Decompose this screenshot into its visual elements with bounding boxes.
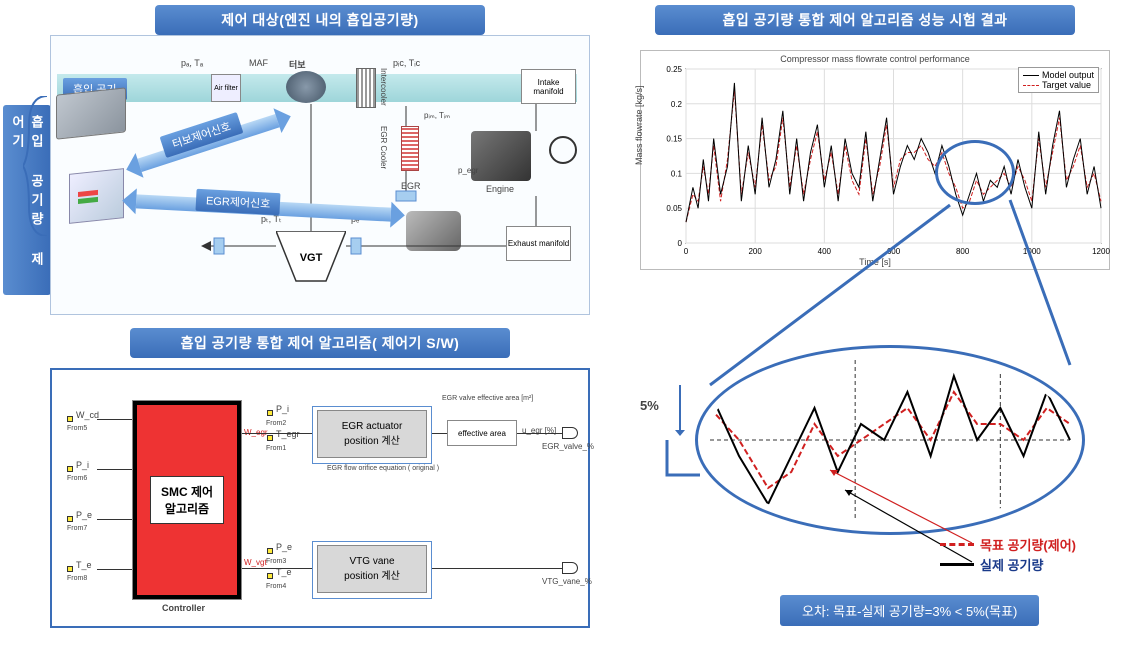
panel-engine-diagram: 흡입 공기 Air filter pₐ, Tₐ MAF 터보 Intercool… [50, 35, 590, 315]
vgt-icon: VGT [276, 231, 346, 286]
svg-text:600: 600 [887, 247, 901, 256]
svg-text:1200: 1200 [1092, 247, 1110, 256]
legend-actual-line [940, 563, 974, 566]
svg-text:200: 200 [748, 247, 762, 256]
zoom-chart [700, 350, 1080, 530]
egr-cooler [401, 126, 419, 171]
air-filter: Air filter [211, 74, 241, 102]
svg-text:0.1: 0.1 [671, 169, 683, 178]
pct-label: 5% [640, 398, 659, 413]
svg-text:0.25: 0.25 [666, 65, 682, 74]
legend-actual-text: 실제 공기량 [980, 555, 1043, 574]
svg-text:0.05: 0.05 [666, 204, 682, 213]
svg-text:0: 0 [678, 239, 683, 248]
engine-icon [471, 131, 531, 181]
pct-bracket [665, 385, 705, 480]
svg-text:1000: 1000 [1023, 247, 1041, 256]
title-top-left: 제어 대상(엔진 내의 흡입공기량) [155, 5, 485, 35]
chart-main: Compressor mass flowrate control perform… [640, 50, 1110, 270]
exhaust-manifold: Exhaust manifold [506, 226, 571, 261]
zoom-source-ellipse [935, 140, 1015, 205]
smc-block: SMC 제어 알고리즘 [132, 400, 242, 600]
title-bottom-left: 흡입 공기량 통합 제어 알고리즘( 제어기 S/W) [130, 328, 510, 358]
legend-target-line [940, 543, 974, 546]
intake-manifold: Intake manifold [521, 69, 576, 104]
svg-text:400: 400 [818, 247, 832, 256]
title-top-right: 흡입 공기량 통합 제어 알고리즘 성능 시험 결과 [655, 5, 1075, 35]
brace-icon [23, 96, 51, 236]
svg-text:0: 0 [684, 247, 689, 256]
footer-result: 오차: 목표-실제 공기량=3% < 5%(목표) [780, 595, 1039, 626]
flywheel-icon [549, 136, 577, 164]
legend-target-text: 목표 공기량(제어) [980, 535, 1076, 554]
chart-legend: Model output Target value [1018, 67, 1099, 93]
panel-algorithm: W_cdFrom5 P_iFrom6 P_eFrom7 T_eFrom8 SMC… [50, 368, 590, 628]
svg-text:800: 800 [956, 247, 970, 256]
svg-text:VGT: VGT [300, 252, 323, 264]
svg-text:0.15: 0.15 [666, 135, 682, 144]
ecu-box-icon [69, 168, 124, 224]
intercooler [356, 68, 376, 108]
out-port-egr [562, 427, 578, 439]
ecu-hw-icon [56, 87, 126, 139]
egr-signal-label: EGR제어신호 [195, 189, 280, 215]
out-port-vtg [562, 562, 578, 574]
effective-area-block: effective area [447, 420, 517, 446]
egr-valve-photo [406, 211, 461, 251]
svg-text:0.2: 0.2 [671, 100, 683, 109]
turbo-icon [286, 71, 326, 103]
